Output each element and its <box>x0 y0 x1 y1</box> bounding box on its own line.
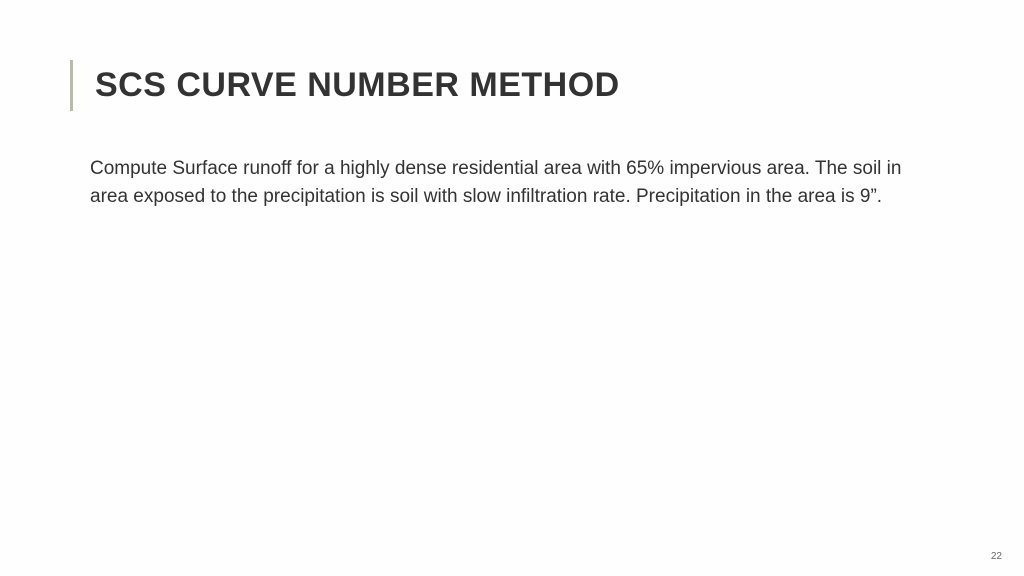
slide-body-text: Compute Surface runoff for a highly dens… <box>70 155 910 210</box>
title-block: SCS CURVE NUMBER METHOD <box>70 60 934 111</box>
page-number: 22 <box>991 551 1002 562</box>
title-accent-bar <box>70 60 73 111</box>
slide-container: SCS CURVE NUMBER METHOD Compute Surface … <box>0 0 1024 576</box>
slide-title: SCS CURVE NUMBER METHOD <box>95 60 620 111</box>
